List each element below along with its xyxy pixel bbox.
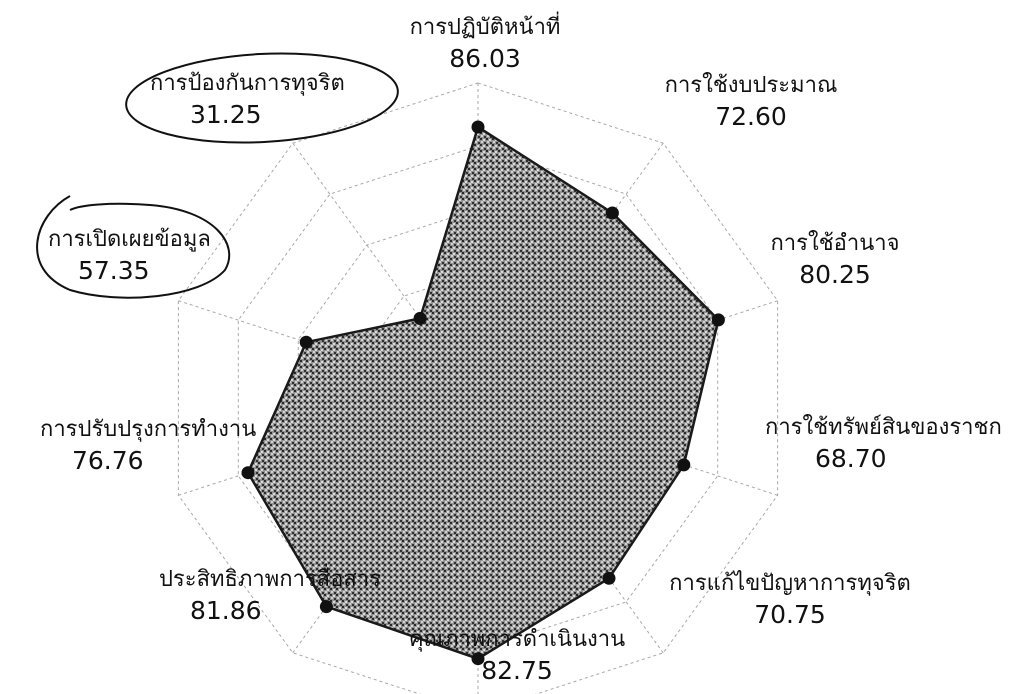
data-point-7 [241, 466, 255, 480]
data-point-4 [602, 571, 616, 585]
axis-name-4: การแก้ไขปัญหาการทุจริต [669, 571, 911, 596]
handwritten-annotations [36, 52, 399, 299]
data-point-1 [605, 206, 619, 220]
circle-annotation-prevention [125, 52, 399, 144]
axis-name-8: การเปิดเผยข้อมูล [48, 227, 211, 252]
data-point-6 [319, 600, 333, 614]
axis-label-7: การปรับปรุงการทำงาน 76.76 [40, 416, 280, 478]
data-point-8 [299, 335, 313, 349]
data-point-9 [413, 311, 427, 325]
axis-name-0: การปฏิบัติหน้าที่ [409, 15, 561, 40]
axis-value-3: 68.70 [815, 444, 887, 473]
axis-value-9: 31.25 [190, 100, 262, 129]
axis-value-7: 76.76 [72, 446, 144, 475]
circle-annotation-disclosure [36, 195, 231, 299]
axis-label-9: การป้องกันการทุจริต 31.25 [150, 70, 390, 132]
axis-name-5: คุณภาพการดำเนินงาน [408, 627, 626, 652]
grid-ring [177, 82, 779, 694]
axis-value-4: 70.75 [754, 600, 826, 629]
data-point-2 [711, 313, 725, 327]
axis-label-5: คุณภาพการดำเนินงาน 82.75 [392, 626, 642, 688]
axis-value-2: 80.25 [799, 260, 871, 289]
axis-label-6: ประสิทธิภาพการสื่อสาร 81.86 [150, 566, 390, 628]
axis-spoke [292, 142, 479, 399]
axis-name-9: การป้องกันการทุจริต [150, 71, 345, 96]
data-points [241, 120, 725, 666]
data-point-0 [471, 120, 485, 134]
axis-value-6: 81.86 [190, 596, 262, 625]
axis-value-5: 82.75 [481, 656, 553, 685]
axis-name-1: การใช้งบประมาณ [664, 73, 838, 98]
axis-label-2: การใช้อำนาจ 80.25 [760, 230, 910, 292]
data-point-3 [677, 458, 691, 472]
axis-value-1: 72.60 [715, 102, 787, 131]
axis-label-3: การใช้ทรัพย์สินของราชก 68.70 [765, 414, 1022, 476]
axis-value-0: 86.03 [449, 44, 521, 73]
axis-name-6: ประสิทธิภาพการสื่อสาร [158, 567, 382, 592]
axis-name-2: การใช้อำนาจ [770, 231, 900, 256]
axis-label-4: การแก้ไขปัญหาการทุจริต 70.75 [655, 570, 925, 632]
axis-label-0: การปฏิบัติหน้าที่ 86.03 [400, 14, 570, 76]
axis-label-1: การใช้งบประมาณ 72.60 [656, 72, 846, 134]
axis-label-8: การเปิดเผยข้อมูล 57.35 [48, 226, 238, 288]
axis-name-7: การปรับปรุงการทำงาน [40, 417, 257, 442]
grid-ring [237, 145, 719, 651]
data-point-5 [471, 652, 485, 666]
axis-name-3: การใช้ทรัพย์สินของราชก [765, 415, 1002, 440]
axis-value-8: 57.35 [78, 256, 150, 285]
